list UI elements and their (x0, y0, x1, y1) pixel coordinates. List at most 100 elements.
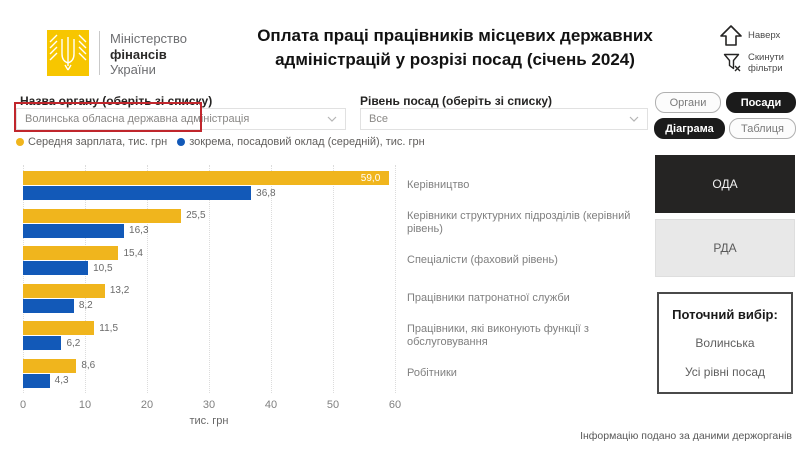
chart-legend: Середня зарплата, тис. грн зокрема, посад… (16, 136, 425, 148)
bar-base-salary[interactable] (23, 336, 62, 351)
chart-row: 15,4 10,5 Спеціалісти (фаховий рівень) (23, 242, 663, 280)
bar-line: 10,5 (23, 261, 395, 276)
bar-group: 11,5 6,2 (23, 321, 395, 351)
level-filter-value: Все (369, 113, 388, 125)
org-filter-value: Волинська обласна державна адміністрація (25, 113, 250, 125)
bar-line: 16,3 (23, 223, 395, 238)
org-filter-dropdown[interactable]: Волинська обласна державна адміністрація (16, 108, 346, 130)
category-label: Керівники структурних підрозділів (керів… (407, 210, 631, 236)
toggle-positions-button[interactable]: Посади (726, 92, 796, 113)
bar-value-label: 59,0 (360, 172, 381, 184)
category-label: Працівники, які виконують функції з обсл… (407, 322, 589, 348)
bar-value-label: 13,2 (109, 285, 130, 297)
bar-line: 36,8 (23, 186, 395, 201)
bar-base-salary[interactable] (23, 373, 50, 388)
org-filter-label: Назва органу (оберіть зі списку) (20, 94, 213, 108)
current-selection-level: Усі рівні посад (684, 364, 765, 379)
bar-line: 8,2 (23, 298, 395, 313)
chart-row: 11,5 6,2 Працівники, які виконують функції… (23, 317, 663, 355)
oda-button[interactable]: ОДА (655, 155, 795, 213)
bar-value-label: 4,3 (54, 375, 69, 387)
category-label: Спеціалісти (фаховий рівень) (407, 254, 558, 267)
toggle-organs-button[interactable]: Органи (655, 92, 721, 113)
chart-row: 13,2 8,2 Працівники патронатної служби (23, 280, 663, 318)
bar-value-label: 11,5 (99, 322, 119, 334)
bar-average-salary[interactable] (23, 246, 119, 261)
bar-value-label: 36,8 (256, 187, 276, 199)
bar-line: 11,5 (23, 321, 395, 336)
legend-label: Середня зарплата, тис. грн (28, 136, 168, 148)
bar-line: 6,2 (23, 336, 395, 351)
reset-filters-button[interactable]: Скинути фільтри (723, 52, 792, 74)
chart-row: 25,5 16,3 Керівники структурних підрозділі… (23, 205, 663, 243)
level-filter-label: Рівень посад (оберіть зі списку) (360, 94, 552, 108)
page-title: Оплата праці працівників місцевих держав… (257, 26, 653, 69)
current-selection-org: Волинська (695, 336, 755, 351)
bar-base-salary[interactable] (23, 186, 252, 201)
bar-line: 4,3 (23, 373, 395, 388)
bar-value-label: 8,6 (81, 360, 96, 372)
bar-group: 13,2 8,2 (23, 283, 395, 313)
ministry-name: Міністерство фінансів України (110, 30, 187, 78)
bar-value-label: 10,5 (93, 262, 113, 274)
legend-item: зокрема, посадовий оклад (середній), тис… (177, 136, 425, 148)
x-axis-tick-label: 30 (202, 399, 216, 411)
bar-line: 25,5 (23, 208, 395, 223)
trident-logo-icon (47, 30, 89, 76)
legend-item: Середня зарплата, тис. грн (16, 136, 167, 148)
x-axis-tick-label: 60 (388, 399, 402, 411)
bar-average-salary[interactable] (23, 208, 182, 223)
bar-value-label: 25,5 (186, 210, 206, 222)
bar-average-salary[interactable] (23, 283, 105, 298)
toggle-table-button[interactable]: Таблиця (729, 118, 796, 139)
legend-label: зокрема, посадовий оклад (середній), тис… (189, 136, 425, 148)
scroll-to-top-button[interactable]: Наверх (719, 24, 780, 47)
toggle-diagram-button[interactable]: Діаграма (654, 118, 725, 139)
bar-average-salary[interactable] (23, 358, 77, 373)
category-label: Керівництво (407, 179, 470, 192)
x-axis-tick-label: 40 (264, 399, 278, 411)
reset-filters-label: Скинути фільтри (748, 52, 784, 74)
logo-divider (99, 31, 100, 75)
bar-value-label: 8,2 (78, 300, 93, 312)
bar-average-salary[interactable] (23, 321, 95, 336)
ministry-line3: України (110, 62, 156, 77)
bar-value-label: 16,3 (129, 225, 149, 237)
x-axis-tick-label: 50 (326, 399, 340, 411)
bar-base-salary[interactable] (23, 298, 74, 313)
ministry-line1: Міністерство (110, 31, 187, 46)
bar-base-salary[interactable] (23, 223, 125, 238)
scroll-to-top-label: Наверх (748, 30, 781, 41)
chevron-down-icon (629, 116, 639, 122)
x-axis-tick-label: 0 (19, 399, 27, 411)
clear-filter-icon (723, 53, 741, 72)
x-axis-title: тис. грн (189, 415, 229, 427)
bar-group: 59,0 36,8 (23, 171, 395, 201)
bar-line: 15,4 (23, 246, 395, 261)
bar-base-salary[interactable] (23, 261, 89, 276)
bar-value-label: 6,2 (66, 337, 81, 349)
chart-row: 8,6 4,3 Робітники (23, 355, 663, 393)
level-filter-dropdown[interactable]: Все (360, 108, 648, 130)
x-axis-tick-label: 20 (140, 399, 154, 411)
bar-line: 13,2 (23, 283, 395, 298)
category-label: Працівники патронатної служби (407, 291, 570, 304)
legend-dot-icon (16, 138, 24, 146)
x-axis-ticks: 0 10 20 30 40 50 60 (19, 399, 401, 411)
data-source-note: Інформацію подано за даними держорганів (580, 430, 792, 442)
category-label: Робітники (407, 366, 457, 379)
bar-group: 25,5 16,3 (23, 208, 395, 238)
bar-group: 8,6 4,3 (23, 358, 395, 388)
arrow-up-icon (720, 25, 742, 46)
current-selection-box: Поточний вибір: Волинська Усі рівні поса… (657, 292, 793, 394)
bar-line: 8,6 (23, 358, 395, 373)
bar-value-label: 15,4 (123, 247, 143, 259)
x-axis-tick-label: 10 (78, 399, 92, 411)
minfin-logo: Міністерство фінансів України (47, 30, 187, 78)
current-selection-title: Поточний вибір: (672, 307, 778, 323)
bar-average-salary[interactable] (23, 171, 389, 186)
bar-line: 59,0 (23, 171, 395, 186)
ministry-line2: фінансів (110, 46, 167, 62)
rda-button[interactable]: РДА (655, 219, 795, 277)
